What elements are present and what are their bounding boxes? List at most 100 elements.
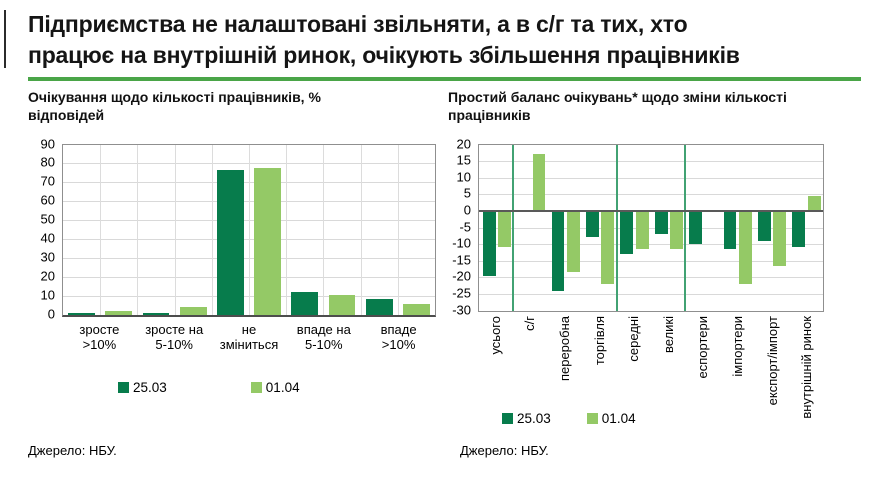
bar-01-04 <box>773 210 787 266</box>
group-separator-line <box>684 144 687 311</box>
legend-label: 25.03 <box>517 411 551 427</box>
legend-label: 01.04 <box>601 411 636 427</box>
y-axis-tick-label: -5 <box>459 219 471 235</box>
y-axis-tick-label: 70 <box>40 173 55 189</box>
bar-25-03 <box>551 210 565 291</box>
left-chart-x-axis: зросте >10% зросте на 5-10% не зміниться вп… <box>62 322 436 354</box>
legend-label: 01.04 <box>265 380 300 396</box>
bar-25-03 <box>723 210 737 250</box>
balance-of-expectations-chart-panel: Простий баланс очікувань* щодо зміни кіл… <box>448 86 860 466</box>
x-category-cell: експорт/імпорт <box>755 316 790 434</box>
legend-swatch <box>118 382 129 394</box>
title-underline <box>28 77 861 82</box>
page-title-line-2: працює на внутрішній ринок, очікують збі… <box>28 41 740 68</box>
right-chart-source: Джерело: НБУ. <box>460 443 549 459</box>
horizontal-gridline <box>479 161 823 163</box>
bar-01-04 <box>179 306 207 315</box>
vertical-gridline <box>360 144 362 315</box>
legend-item: 25.03 <box>118 380 167 395</box>
bar-25-03 <box>217 170 244 315</box>
y-axis-tick-label: -30 <box>452 302 471 318</box>
y-axis: 20 15 10 5 0 -5 -10 -15 -20 -25 -30 <box>448 137 478 316</box>
bar-01-04 <box>567 210 580 273</box>
bar-25-03 <box>291 291 319 315</box>
x-category-label: с/г <box>522 315 538 331</box>
vertical-gridline <box>174 144 176 315</box>
y-axis-tick-label: 80 <box>40 154 55 170</box>
bar-01-04 <box>328 294 356 315</box>
header: Підприємства не налаштовані звільняти, а… <box>0 0 875 70</box>
y-axis-tick-label: 30 <box>40 249 55 265</box>
x-category-label: внутрішній ринок <box>799 315 815 419</box>
y-axis-tick-label: 40 <box>40 230 55 246</box>
bar-25-03 <box>142 312 170 315</box>
horizontal-gridline <box>479 194 823 196</box>
vertical-gridline <box>249 144 250 315</box>
vertical-gridline <box>323 144 325 315</box>
horizontal-gridline <box>479 177 823 179</box>
y-axis-tick-label: 0 <box>463 202 471 218</box>
x-category-label: зросте на 5-10% <box>145 321 204 353</box>
left-chart-legend: 25.03 01.04 <box>118 380 300 395</box>
legend-item: 01.04 <box>586 411 636 427</box>
x-category-label: торгівля <box>591 315 607 365</box>
legend-swatch <box>502 413 513 425</box>
y-axis-tick-label: 10 <box>40 287 55 303</box>
legend-label: 25.03 <box>133 380 167 396</box>
employment-expectations-chart-panel: Очікування щодо кількості працівників, %… <box>28 86 436 466</box>
group-separator-line <box>615 144 618 311</box>
bar-01-04 <box>532 154 546 211</box>
x-category-label: середні <box>626 315 642 362</box>
x-category-cell: імпортери <box>720 316 755 434</box>
bar-01-04 <box>635 210 649 250</box>
left-edge-line <box>4 10 6 68</box>
x-category-label: еспортери <box>695 315 711 379</box>
vertical-gridline <box>286 144 288 315</box>
bar-25-03 <box>654 210 668 235</box>
y-axis-tick-label: 0 <box>47 306 55 322</box>
bar-25-03 <box>757 210 771 241</box>
bar-25-03 <box>68 312 95 315</box>
horizontal-gridline <box>479 293 823 295</box>
x-category-cell: внутрішній ринок <box>789 316 824 434</box>
bar-01-04 <box>498 210 511 248</box>
right-chart: 20 15 10 5 0 -5 -10 -15 -20 -25 -30 <box>448 137 824 316</box>
vertical-gridline <box>137 144 139 315</box>
left-chart-title: Очікування щодо кількості працівників, %… <box>28 89 321 124</box>
bar-01-04 <box>670 210 683 250</box>
y-axis-tick-label: 20 <box>456 136 471 152</box>
vertical-gridline <box>397 144 399 315</box>
x-category-label: експорт/імпорт <box>764 315 780 405</box>
bar-01-04 <box>807 195 821 211</box>
charts-container: Очікування щодо кількості працівників, %… <box>0 86 875 466</box>
right-chart-title: Простий баланс очікувань* щодо зміни кіл… <box>448 89 787 124</box>
bar-25-03 <box>620 210 634 255</box>
y-axis-tick-label: -15 <box>452 252 471 268</box>
bar-01-04 <box>739 210 752 284</box>
x-category-label: впаде >10% <box>380 321 417 353</box>
x-category-cell: великі <box>651 316 686 434</box>
bar-25-03 <box>365 299 393 315</box>
horizontal-gridline <box>479 260 823 262</box>
bar-25-03 <box>792 210 806 248</box>
bar-01-04 <box>105 310 133 315</box>
y-axis-tick-label: 60 <box>40 192 55 208</box>
horizontal-gridline <box>479 227 823 229</box>
bar-01-04 <box>254 168 281 315</box>
y-axis-tick-label: -10 <box>452 235 471 251</box>
x-category-label: великі <box>660 315 676 353</box>
bar-01-04 <box>601 210 615 284</box>
vertical-gridline <box>211 144 213 315</box>
left-chart-source: Джерело: НБУ. <box>28 443 117 459</box>
x-category-label: впаде на 5-10% <box>296 321 351 353</box>
legend-item: 01.04 <box>250 380 300 396</box>
vertical-gridline <box>100 144 102 315</box>
y-axis-tick-label: 90 <box>40 136 55 152</box>
legend-swatch <box>586 413 598 425</box>
x-category-label: імпортери <box>729 315 745 377</box>
zero-axis-line <box>479 209 823 212</box>
horizontal-gridline <box>479 244 823 246</box>
y-axis-tick-label: -20 <box>452 268 471 284</box>
y-axis-tick-label: 50 <box>40 211 55 227</box>
